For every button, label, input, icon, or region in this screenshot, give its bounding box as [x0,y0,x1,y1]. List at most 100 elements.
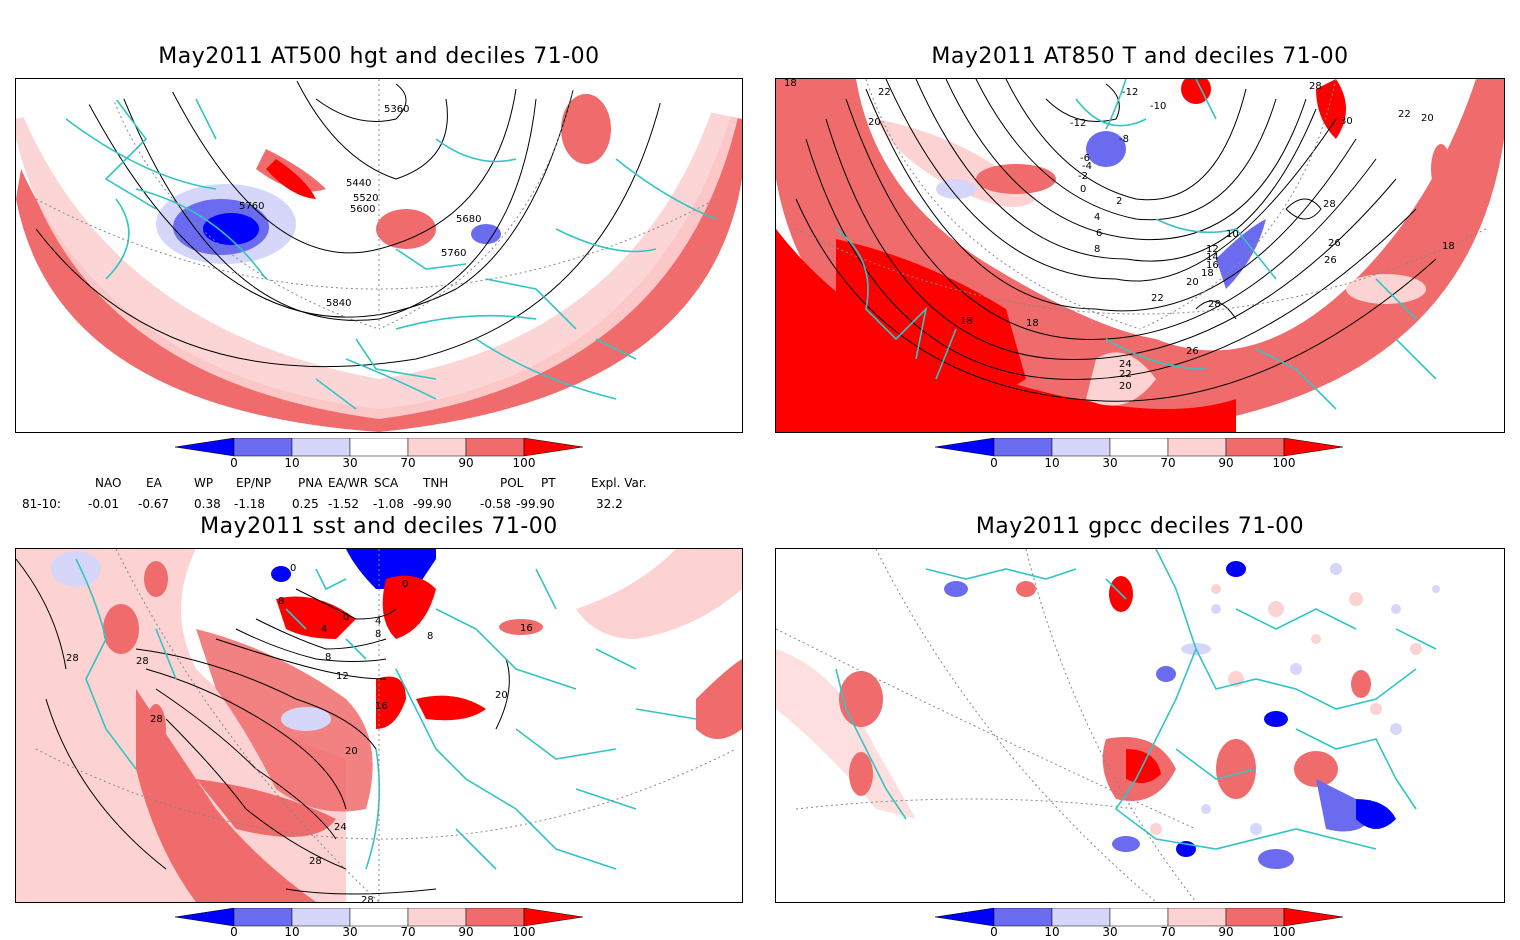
tc-header: TNH [423,476,449,490]
colorbar-hgt500 [175,438,584,457]
contour-label: 28 [1208,299,1221,310]
contour-label: 0 [1080,184,1086,195]
colorbar-label: 0 [990,925,998,939]
tc-header: EA [146,476,162,490]
tc-header: POL [500,476,524,490]
contour-label: 14 [1206,252,1219,263]
contour-label: -10 [1150,101,1166,112]
tc-value: -99.90 [516,497,555,511]
colorbar-label: 10 [284,456,300,470]
colorbar-label: 100 [1272,456,1296,470]
colorbar-label: 10 [1044,925,1060,939]
contour-label: -12 [1070,118,1086,129]
contour-label: 12 [336,671,349,682]
map-panel-t850: 18 22 20 -12 -10 -12 -8 -6 -4 -2 0 2 4 6… [775,78,1505,433]
colorbar-gpcc [935,908,1344,927]
contour-label: 4 [375,616,381,627]
tc-value: -99.90 [413,497,452,511]
map-panel-hgt500: 5360 5440 5520 5600 5680 5760 5760 5840 [15,78,743,433]
colorbar-label: 100 [512,925,536,939]
tc-value: 0.38 [194,497,221,511]
contour-label: 8 [325,652,331,663]
contour-label: 16 [520,623,533,634]
colorbar-label: 0 [230,456,238,470]
tc-value: -1.08 [373,497,405,511]
contour-label: 24 [334,822,347,833]
colorbar-label: 90 [458,925,474,939]
contour-label: 30 [1340,116,1353,127]
tc-value: -0.67 [138,497,170,511]
tc-value: 0.25 [292,497,319,511]
tc-value: 32.2 [596,497,623,511]
contour-label: -4 [1082,161,1092,172]
tc-value: -0.01 [88,497,120,511]
contour-label: 26 [1186,346,1199,357]
map-panel-gpcc [775,548,1505,903]
colorbar-label: 10 [284,925,300,939]
contour-label: 24 [1119,359,1132,370]
contour-label: 28 [309,856,322,867]
contour-label: 20 [1186,277,1199,288]
contour-label: 18 [1442,241,1455,252]
colorbar-label: 30 [342,925,358,939]
contour-label: 5680 [456,214,481,225]
contour-label: 28 [150,714,163,725]
contour-label: 16 [375,701,388,712]
contour-label: 22 [878,87,891,98]
contour-label: 0 [343,612,349,623]
colorbar-label: 100 [1272,925,1296,939]
colorbar-label: 10 [1044,456,1060,470]
contour-label: 6 [1096,228,1102,239]
colorbar-label: 90 [1218,456,1234,470]
colorbar-label: 100 [512,456,536,470]
tc-value: -0.58 [480,497,512,511]
colorbar-label: 70 [400,456,416,470]
contour-label: 5760 [239,201,264,212]
contour-label: 8 [1094,244,1100,255]
contour-label: 26 [1324,255,1337,266]
tc-value: -1.18 [234,497,266,511]
panel-title-gpcc: May2011 gpcc deciles 71-00 [975,514,1305,539]
tc-header: NAO [95,476,122,490]
contour-label: -12 [1122,87,1138,98]
contour-label: -2 [1078,171,1088,182]
contour-label: 5600 [350,204,375,215]
contour-label: 26 [1328,238,1341,249]
contour-label: 0 [402,579,408,590]
contour-label: 16 [1206,260,1219,271]
colorbar-label: 0 [230,925,238,939]
contour-label: 5440 [346,178,371,189]
colorbar-label: 0 [990,456,998,470]
colorbar-label: 30 [1102,925,1118,939]
contour-label: 20 [868,117,881,128]
contour-label: 28 [136,656,149,667]
tc-header: PT [541,476,556,490]
colorbar-label: 90 [458,456,474,470]
colorbar-label: 90 [1218,925,1234,939]
colorbar-label: 30 [1102,456,1118,470]
map-gpcc [776,549,1504,902]
contour-label: 22 [1398,109,1411,120]
contour-label: 22 [1151,293,1164,304]
tc-value: -1.52 [328,497,360,511]
tc-header: WP [194,476,214,490]
contour-label: 28 [361,895,374,902]
contour-label: 22 [1119,369,1132,380]
map-hgt500: 5360 5440 5520 5600 5680 5760 5760 5840 [16,79,742,432]
tc-header: PNA [298,476,323,490]
tc-header: SCA [374,476,399,490]
panel-title-t850: May2011 AT850 T and deciles 71-00 [931,44,1349,69]
tc-row-label: 81-10: [22,497,61,511]
tc-header: EP/NP [236,476,272,490]
contour-label: 5760 [441,248,466,259]
map-sst: 0 0 8 0 4 4 8 8 16 8 12 16 20 20 24 28 2… [16,549,742,902]
colorbar-t850 [935,438,1344,457]
contour-label: 20 [1119,381,1132,392]
colorbar-label: 30 [342,456,358,470]
contour-label: 28 [1309,81,1322,92]
colorbar-label: 70 [1160,456,1176,470]
colorbar-sst [175,908,584,927]
contour-label: 20 [1421,113,1434,124]
contour-label: 4 [321,624,327,635]
contour-label: 10 [1226,229,1239,240]
